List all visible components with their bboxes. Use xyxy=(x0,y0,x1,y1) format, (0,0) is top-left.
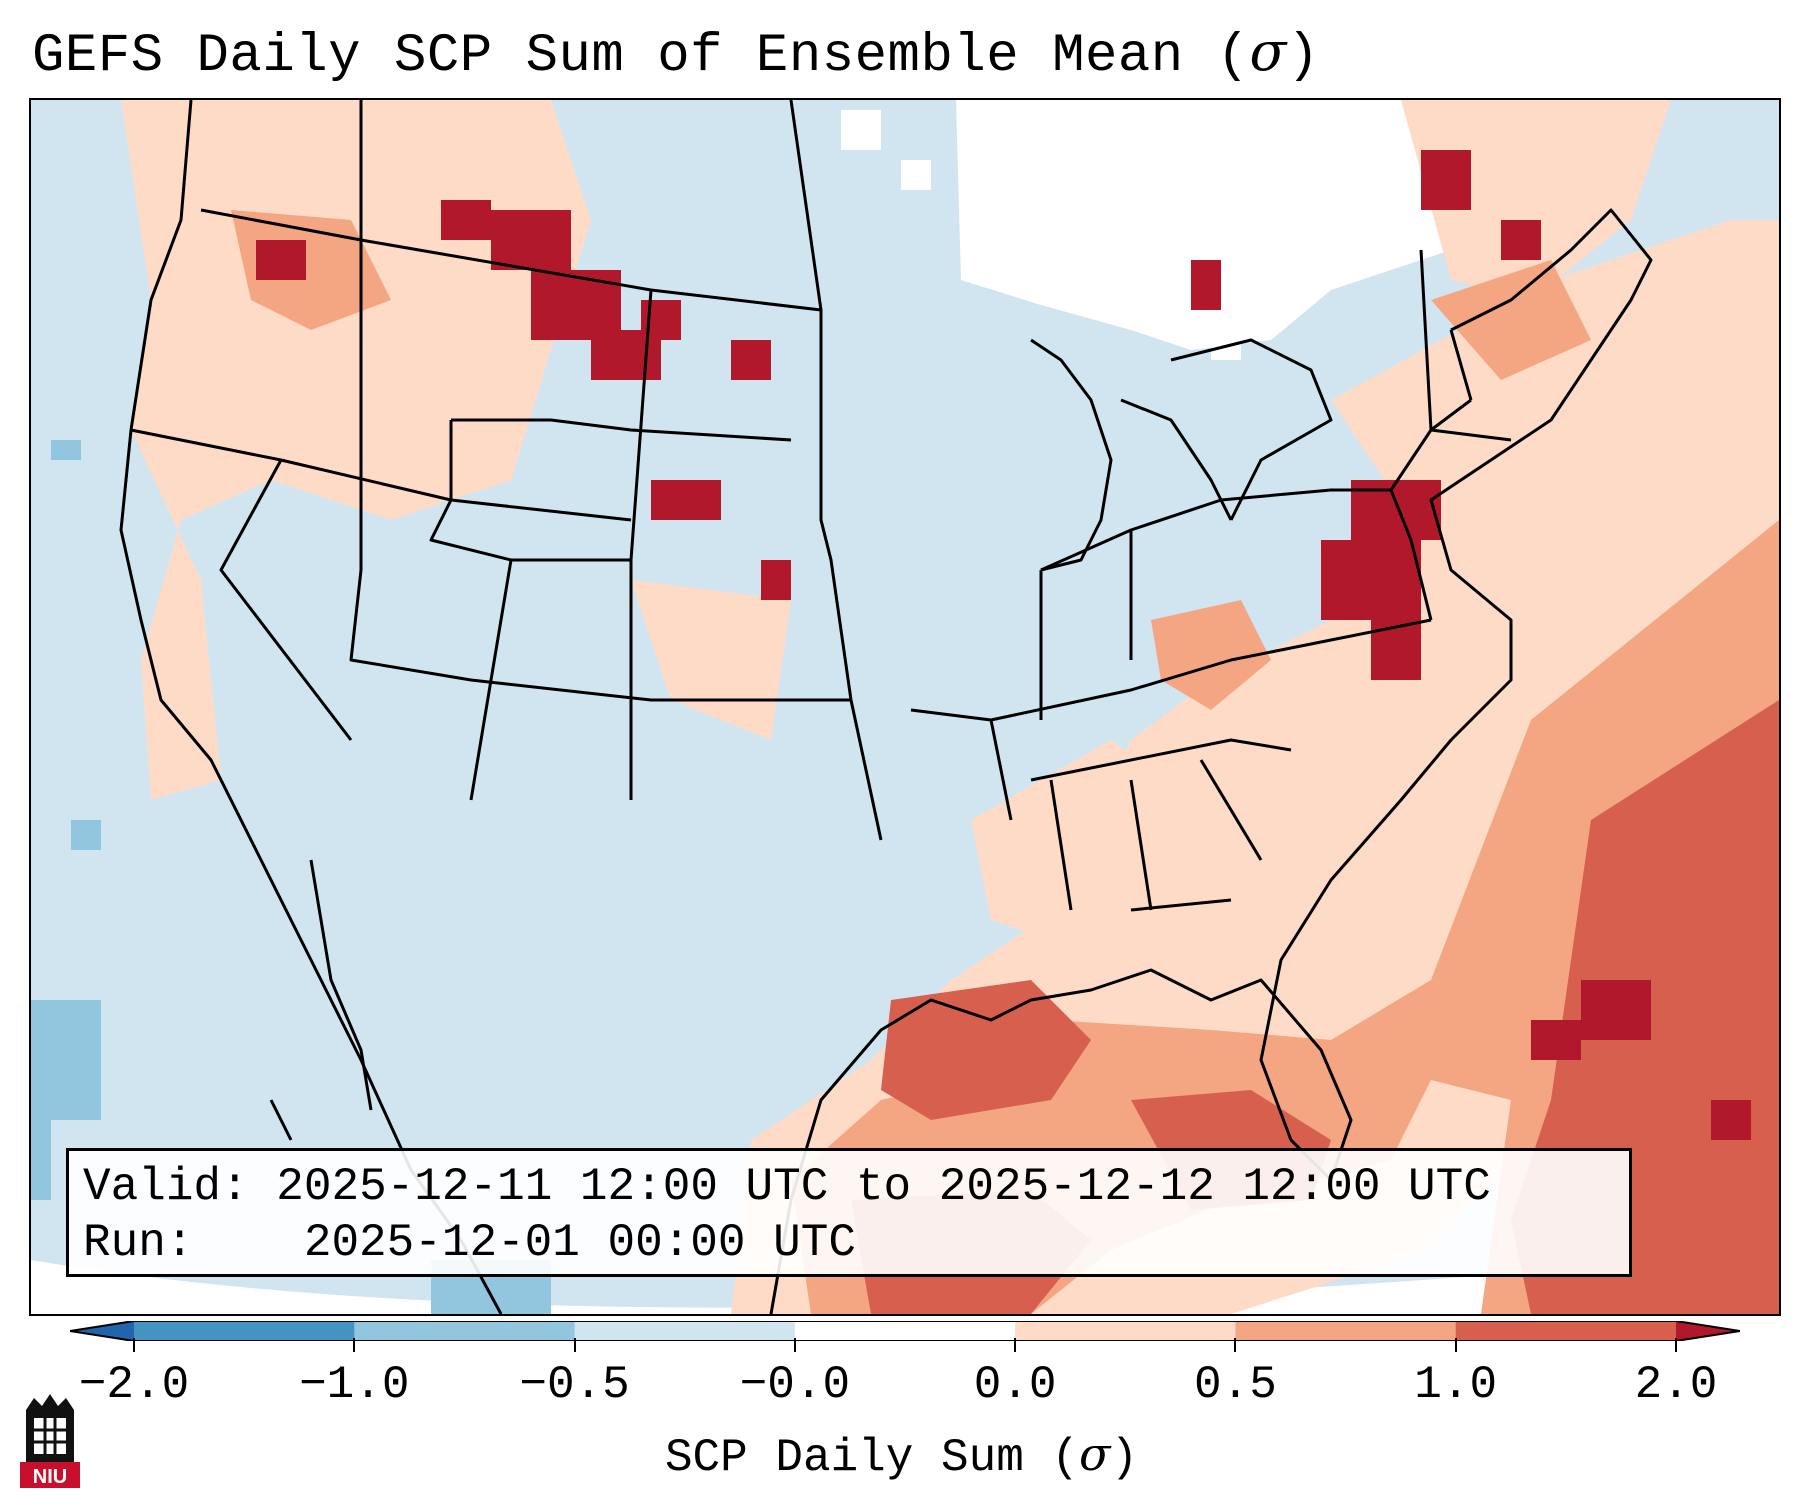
colorbar-tick xyxy=(573,1338,576,1352)
niu-logo-icon: NIU xyxy=(20,1394,80,1488)
map-panel[interactable] xyxy=(29,98,1781,1316)
colorbar-bin xyxy=(1235,1321,1457,1341)
valid-value: 2025-12-11 12:00 UTC to 2025-12-12 12:00… xyxy=(276,1161,1491,1213)
valid-run-info-box: Valid: 2025-12-11 12:00 UTC to 2025-12-1… xyxy=(66,1148,1632,1277)
scp-field-svg xyxy=(31,100,1779,1314)
colorbar-tick-label: −0.5 xyxy=(519,1359,630,1411)
valid-label: Valid: xyxy=(83,1161,249,1213)
colorbar-tick xyxy=(133,1338,135,1352)
very-high-positive-field xyxy=(256,150,1751,1140)
colorbar-bin xyxy=(134,1321,355,1341)
colorbar-tick-label: 1.0 xyxy=(1414,1359,1498,1411)
run-label: Run: xyxy=(83,1217,194,1269)
moderate-positive-field xyxy=(231,210,1779,1314)
colorbar-tick-label: 0.0 xyxy=(973,1359,1057,1411)
colorbar-tick-label: −1.0 xyxy=(299,1359,410,1411)
colorbar-bin xyxy=(794,1321,1016,1341)
colorbar-tick xyxy=(1234,1338,1237,1352)
colorbar-tick xyxy=(793,1338,796,1352)
colorbar-tick-label: −0.0 xyxy=(739,1359,851,1411)
colorbar-bin xyxy=(1015,1321,1236,1341)
colorbar-bin xyxy=(574,1321,796,1341)
svg-text:NIU: NIU xyxy=(33,1466,67,1488)
sigma-symbol: σ xyxy=(1249,20,1287,83)
colorbar-tick xyxy=(1675,1338,1677,1352)
white-region xyxy=(31,100,1779,1314)
colorbar-tick xyxy=(353,1338,356,1352)
run-value: 2025-12-01 00:00 UTC xyxy=(303,1217,856,1269)
colorbar-bin xyxy=(1455,1321,1677,1341)
colorbar-extend-high-arrow xyxy=(1676,1321,1740,1341)
colorbar-label: SCP Daily Sum (σ) xyxy=(664,1427,1139,1484)
colorbar-extend-low-arrow xyxy=(70,1321,134,1341)
colorbar xyxy=(70,1321,1740,1341)
colorbar-tick-label: 2.0 xyxy=(1634,1359,1718,1411)
map-title: GEFS Daily SCP Sum of Ensemble Mean (σ) xyxy=(32,20,1320,87)
colorbar-bin xyxy=(354,1321,576,1341)
colorbar-tick-label: −2.0 xyxy=(78,1359,190,1411)
colorbar-tick-label: 0.5 xyxy=(1194,1359,1277,1411)
colorbar-tick xyxy=(1454,1338,1457,1352)
colorbar-tick xyxy=(1014,1338,1017,1352)
